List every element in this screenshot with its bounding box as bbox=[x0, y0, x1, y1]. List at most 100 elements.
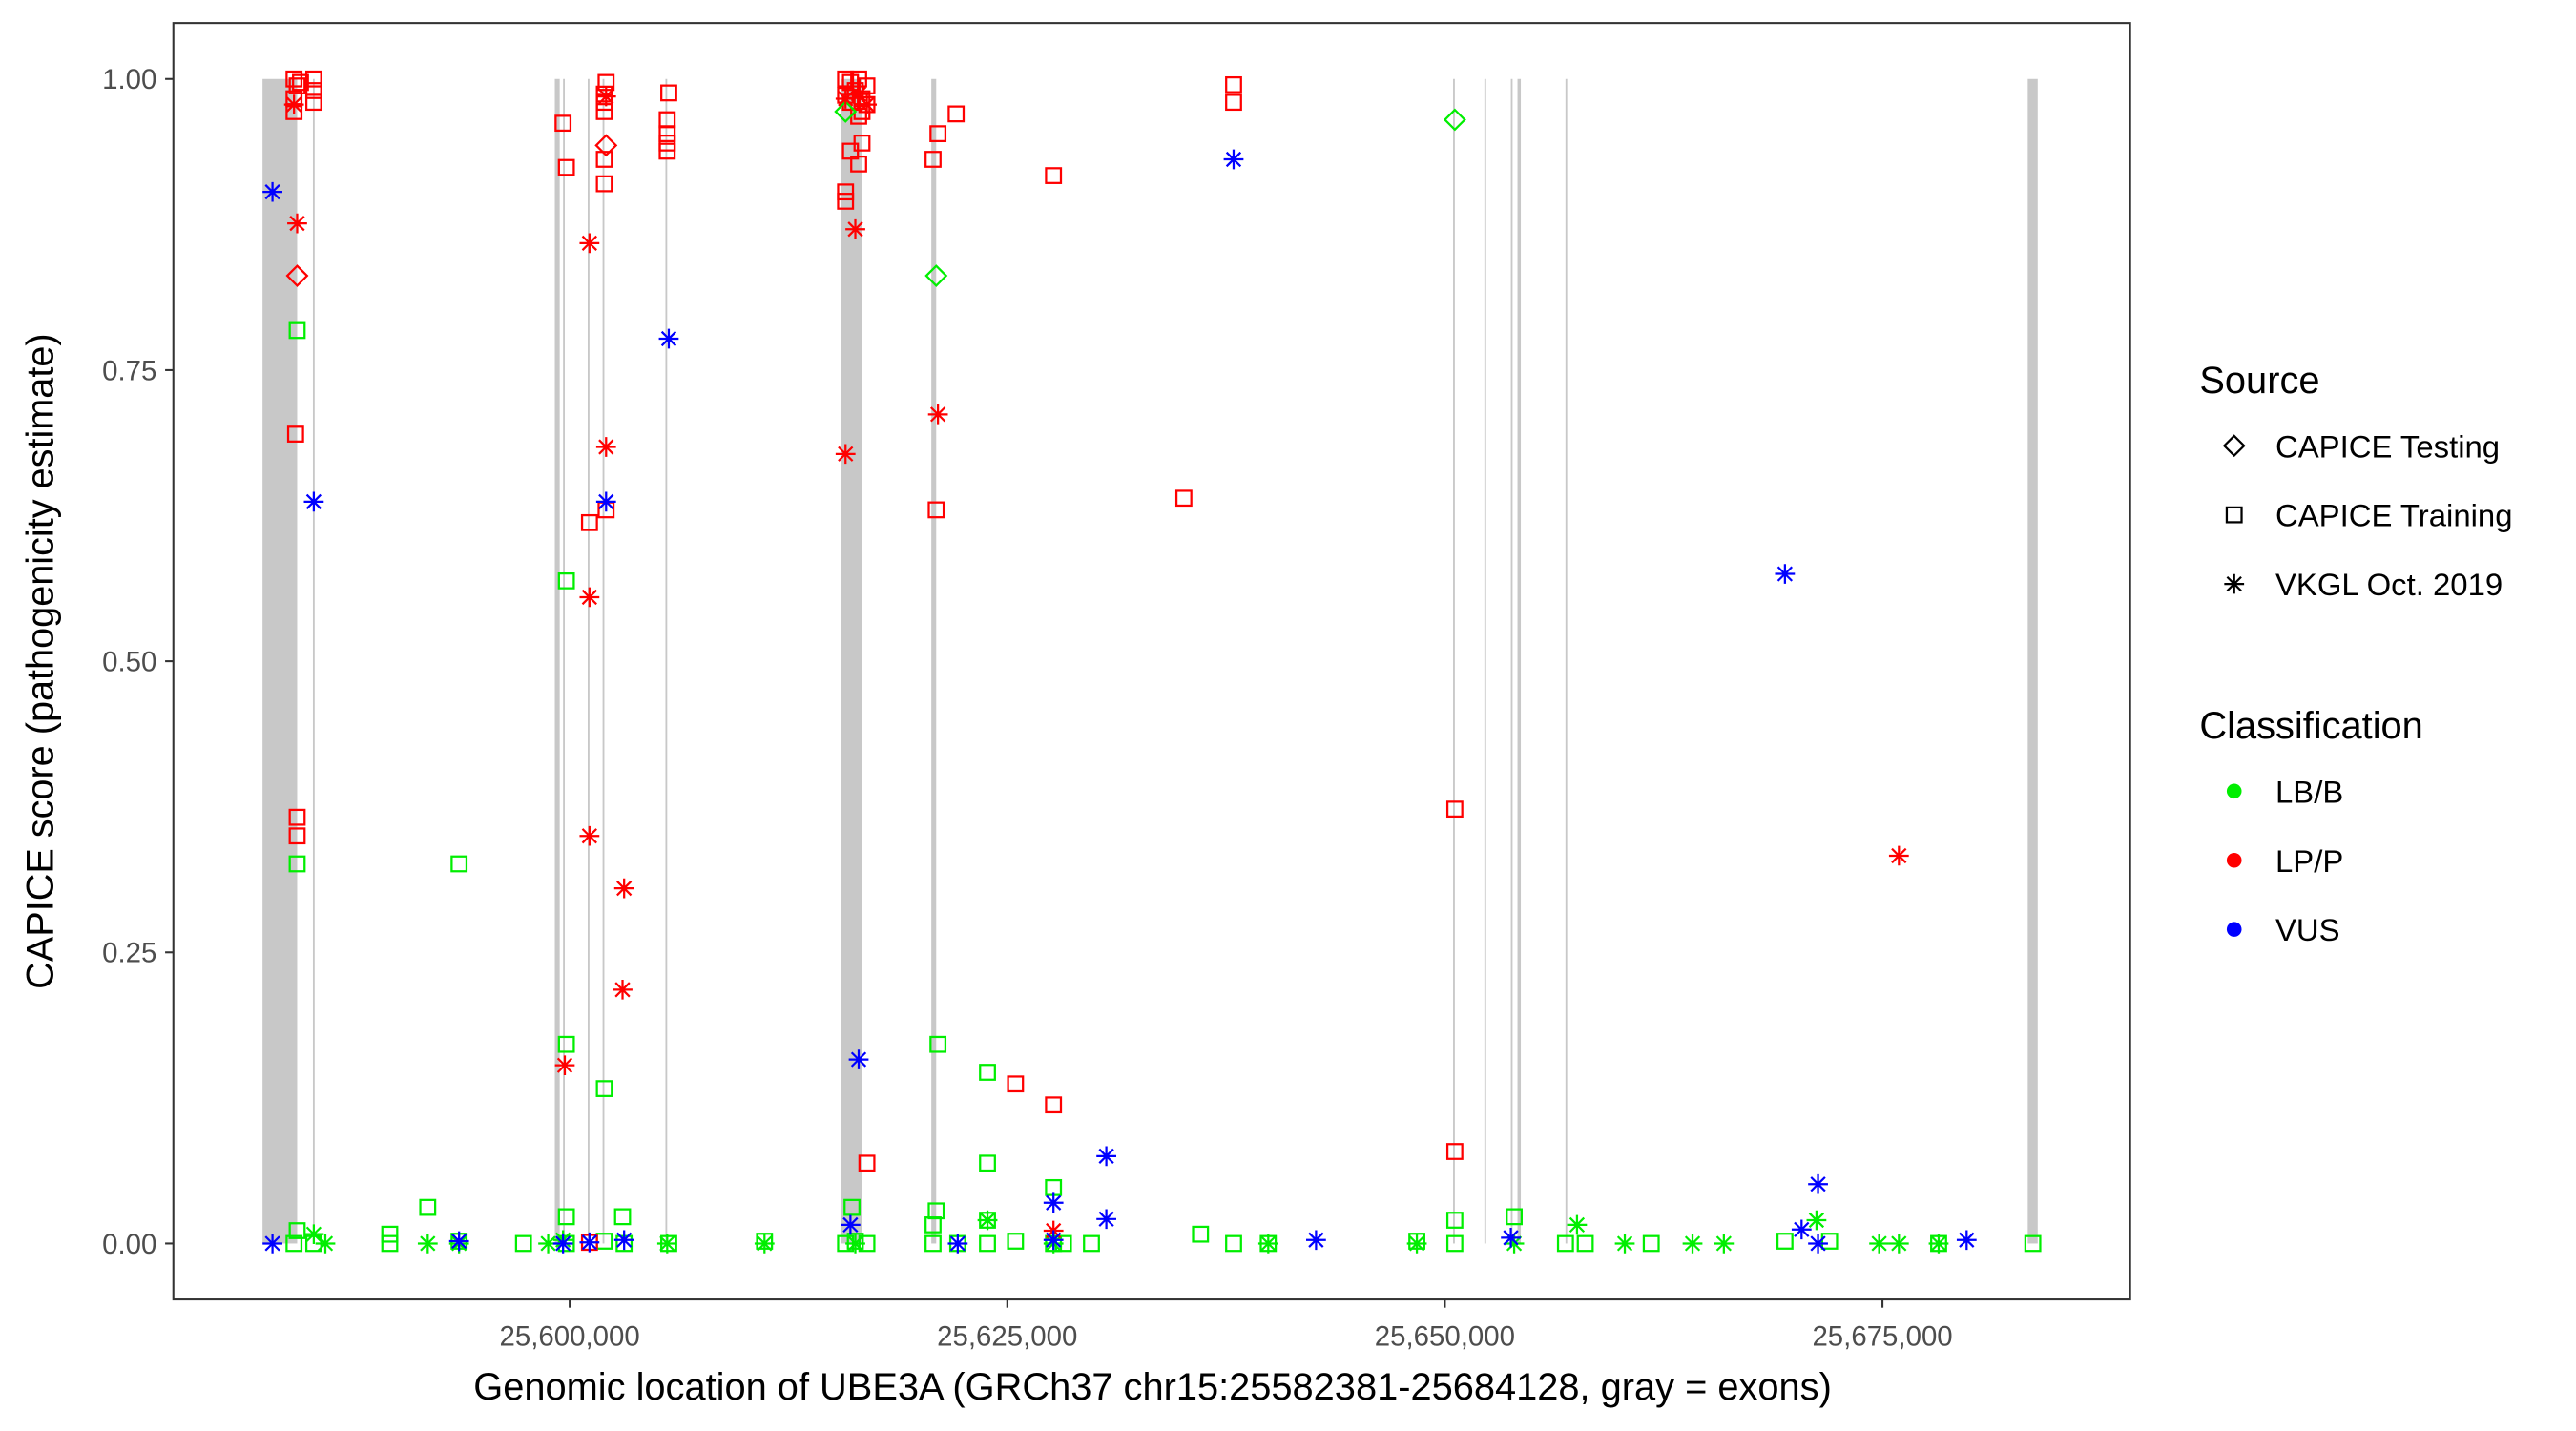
data-point bbox=[557, 158, 575, 176]
data-point bbox=[947, 105, 966, 123]
legend-label: LB/B bbox=[2275, 774, 2343, 809]
data-point bbox=[1445, 1212, 1464, 1229]
data-point bbox=[1956, 1230, 1977, 1251]
data-point bbox=[580, 513, 598, 531]
data-point bbox=[288, 855, 306, 873]
y-tick-label: 0.50 bbox=[102, 646, 156, 677]
data-point bbox=[315, 1234, 336, 1254]
data-point bbox=[977, 1210, 998, 1231]
data-point bbox=[1445, 1234, 1464, 1253]
data-point bbox=[927, 404, 948, 425]
data-point bbox=[288, 827, 306, 845]
data-point bbox=[658, 125, 676, 143]
data-point bbox=[579, 587, 600, 608]
data-point bbox=[417, 1234, 438, 1254]
data-point bbox=[381, 1225, 399, 1243]
data-point bbox=[292, 73, 309, 92]
exon-band-0 bbox=[262, 78, 298, 1244]
exon-band-13 bbox=[1565, 78, 1568, 1244]
exon-band-14 bbox=[2027, 78, 2038, 1244]
data-point bbox=[283, 94, 304, 114]
legend-title-source: Source bbox=[2199, 360, 2319, 402]
exon-band-1 bbox=[312, 78, 315, 1244]
legend-key-dot-icon bbox=[2226, 783, 2242, 799]
data-point bbox=[613, 1208, 632, 1226]
data-point bbox=[834, 100, 858, 123]
x-axis-title: Genomic location of UBE3A (GRCh37 chr15:… bbox=[473, 1366, 1832, 1408]
exon-band-3 bbox=[563, 78, 565, 1244]
data-point bbox=[1888, 845, 1909, 866]
x-tick-label: 25,625,000 bbox=[937, 1320, 1077, 1352]
legend-label: VKGL Oct. 2019 bbox=[2275, 567, 2503, 602]
data-point bbox=[924, 151, 942, 168]
legend-label: CAPICE Testing bbox=[2275, 428, 2500, 464]
data-point bbox=[1096, 1209, 1116, 1230]
data-point bbox=[837, 70, 855, 88]
data-point bbox=[285, 264, 309, 287]
x-tick-label: 25,650,000 bbox=[1375, 1320, 1515, 1352]
data-point bbox=[1445, 800, 1464, 819]
exon-band-9 bbox=[1453, 78, 1455, 1244]
legend-title-classification: Classification bbox=[2199, 705, 2422, 747]
legend-label: VUS bbox=[2275, 912, 2340, 947]
data-point bbox=[303, 491, 324, 512]
data-point bbox=[1192, 1225, 1210, 1243]
data-point bbox=[304, 70, 322, 88]
data-point bbox=[1714, 1234, 1735, 1254]
data-point bbox=[929, 125, 947, 143]
x-tick-label: 25,600,000 bbox=[499, 1320, 639, 1352]
data-point bbox=[286, 425, 304, 443]
data-point bbox=[1791, 1219, 1812, 1240]
data-point bbox=[554, 1055, 575, 1076]
data-point bbox=[1406, 1234, 1427, 1254]
data-point bbox=[929, 1035, 947, 1053]
data-point bbox=[595, 1080, 613, 1097]
data-point bbox=[557, 1208, 575, 1226]
data-point bbox=[979, 1064, 996, 1081]
exon-band-7 bbox=[841, 78, 862, 1244]
legend-key-dot-icon bbox=[2226, 922, 2242, 937]
exon-band-6 bbox=[665, 78, 668, 1244]
data-point bbox=[845, 1234, 865, 1254]
data-point bbox=[1007, 1075, 1025, 1093]
data-point bbox=[1682, 1234, 1703, 1254]
data-point bbox=[1443, 108, 1466, 132]
data-point bbox=[595, 151, 613, 168]
data-point bbox=[262, 1234, 282, 1254]
data-point bbox=[613, 1230, 634, 1251]
data-point bbox=[419, 1198, 437, 1216]
data-point bbox=[924, 1234, 942, 1253]
data-point bbox=[595, 175, 613, 193]
data-point bbox=[594, 134, 618, 157]
data-point bbox=[1506, 1208, 1523, 1226]
data-point bbox=[1808, 1234, 1828, 1254]
data-point bbox=[848, 1049, 869, 1069]
data-point bbox=[1257, 1234, 1278, 1254]
data-point bbox=[1806, 1210, 1827, 1231]
exon-band-10 bbox=[1484, 78, 1486, 1244]
data-point bbox=[262, 181, 282, 202]
data-point bbox=[979, 1234, 996, 1253]
data-point bbox=[1306, 1230, 1326, 1251]
data-point bbox=[2024, 1234, 2042, 1253]
data-point bbox=[579, 825, 600, 846]
data-point bbox=[656, 1234, 677, 1254]
legend-label: LP/P bbox=[2275, 843, 2343, 879]
data-point bbox=[1614, 1234, 1635, 1254]
exon-band-12 bbox=[1517, 78, 1522, 1244]
data-point bbox=[1225, 1234, 1242, 1253]
data-point bbox=[843, 1198, 861, 1216]
legend-key-dot-icon bbox=[2226, 852, 2242, 868]
data-point bbox=[613, 878, 634, 899]
data-point bbox=[381, 1234, 399, 1253]
data-point bbox=[857, 94, 878, 114]
data-point bbox=[304, 93, 322, 112]
data-point bbox=[1567, 1214, 1588, 1235]
data-point bbox=[1928, 1234, 1949, 1254]
data-point bbox=[448, 1231, 469, 1252]
data-point bbox=[1225, 93, 1242, 112]
data-point bbox=[288, 321, 306, 340]
data-point bbox=[658, 142, 676, 160]
